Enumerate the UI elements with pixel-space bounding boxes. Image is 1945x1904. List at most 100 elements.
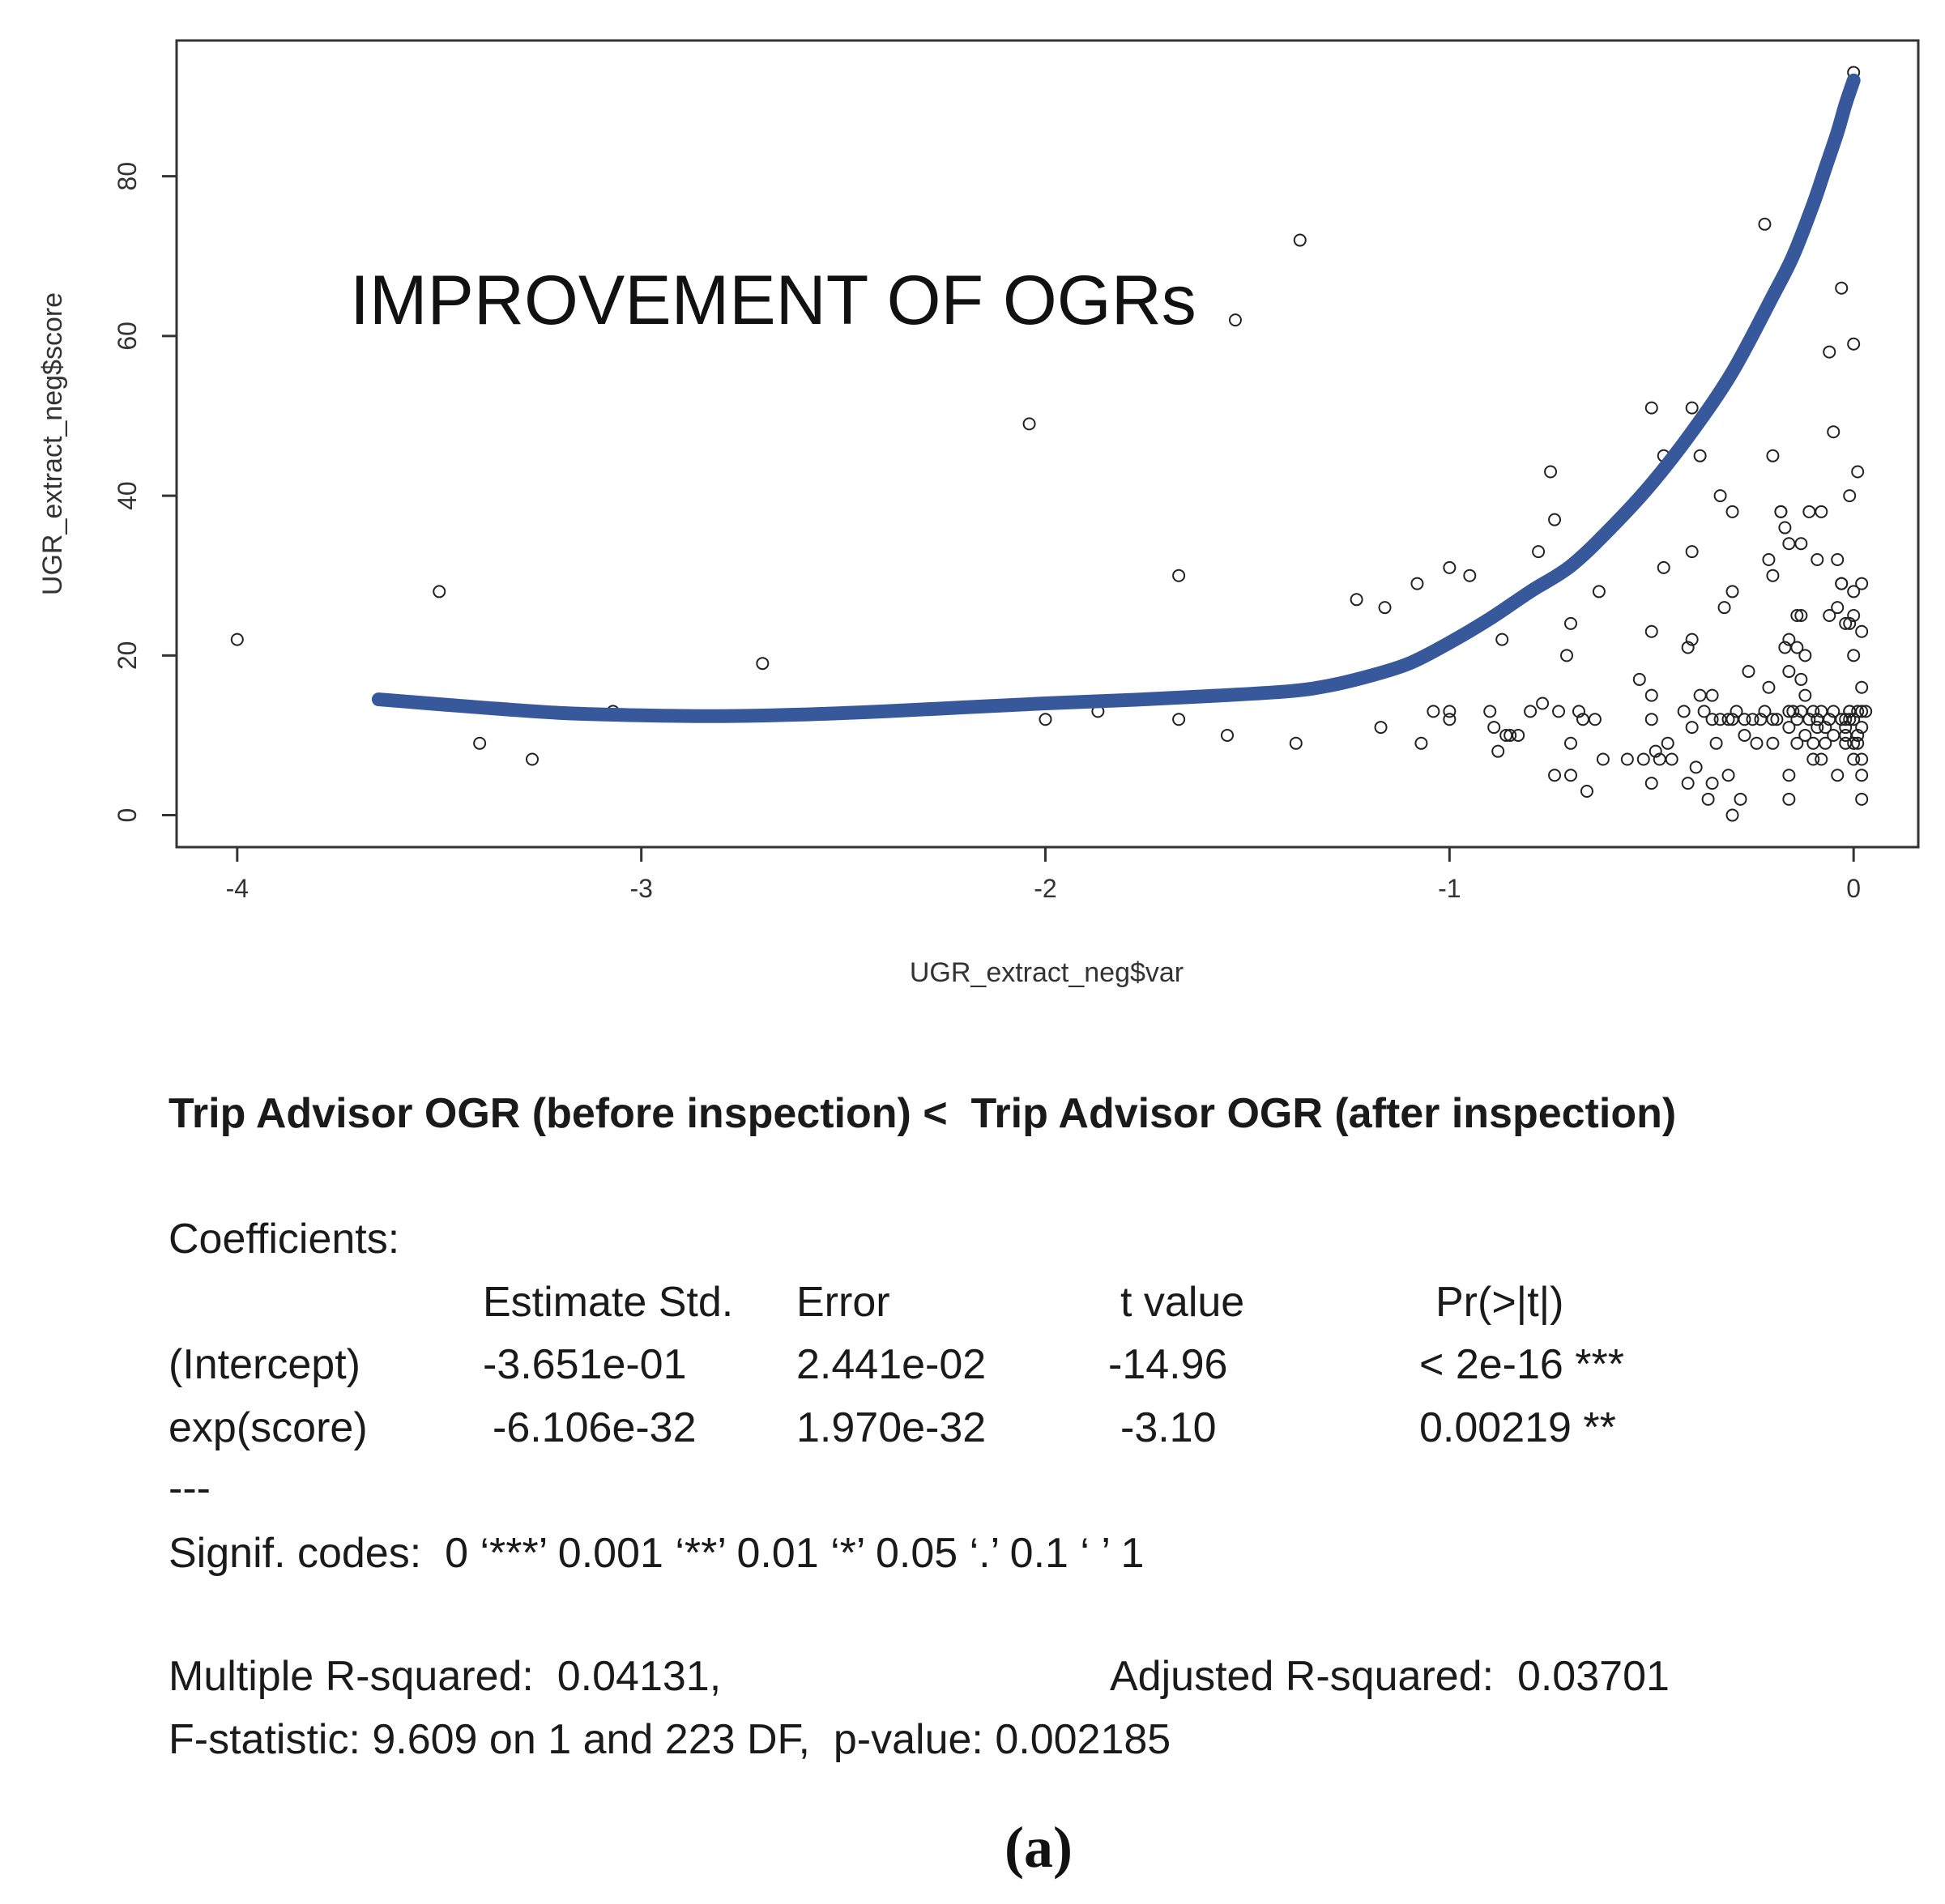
data-point xyxy=(1766,449,1780,462)
data-point xyxy=(1758,705,1772,718)
data-point xyxy=(1843,489,1857,503)
data-point xyxy=(1762,552,1776,566)
data-point xyxy=(1685,401,1699,415)
x-tick-label: 0 xyxy=(1846,874,1861,903)
data-point xyxy=(1774,505,1788,518)
data-point xyxy=(1713,489,1727,503)
x-tick-label: -1 xyxy=(1438,874,1461,903)
data-point xyxy=(1039,713,1052,726)
data-point xyxy=(1851,728,1865,742)
data-point xyxy=(1839,616,1853,630)
data-point xyxy=(1644,777,1658,790)
data-point xyxy=(1512,728,1525,742)
data-point xyxy=(1827,425,1840,439)
row-intercept-error: 2.441e-02 xyxy=(796,1341,987,1388)
data-point xyxy=(756,657,770,671)
row-expscore-error: 1.970e-32 xyxy=(796,1404,987,1451)
data-point xyxy=(1563,616,1577,630)
data-point xyxy=(1644,401,1658,415)
data-point xyxy=(1172,713,1186,726)
data-point xyxy=(1443,560,1457,574)
data-point xyxy=(1649,744,1662,758)
data-point xyxy=(1701,792,1715,806)
data-point xyxy=(1427,705,1440,718)
data-point xyxy=(1811,721,1824,735)
data-point xyxy=(1782,792,1796,806)
data-point xyxy=(1644,713,1658,726)
data-point xyxy=(230,633,244,646)
data-point xyxy=(1572,705,1585,718)
data-point xyxy=(1835,281,1849,295)
data-point xyxy=(1815,752,1828,766)
data-point xyxy=(1806,752,1820,766)
data-point xyxy=(1855,680,1869,694)
data-point xyxy=(1847,713,1861,726)
data-point xyxy=(1782,537,1796,551)
data-point xyxy=(1709,736,1723,750)
data-point xyxy=(1766,713,1780,726)
row-expscore-name: exp(score) xyxy=(168,1404,368,1451)
data-point xyxy=(1766,569,1780,582)
y-tick-label: 80 xyxy=(113,162,142,191)
data-point xyxy=(1843,713,1857,726)
data-point xyxy=(1644,688,1658,702)
data-point xyxy=(1592,585,1606,598)
row-intercept-name: (Intercept) xyxy=(168,1341,360,1388)
data-point xyxy=(1855,721,1869,735)
y-tick-label: 40 xyxy=(113,481,142,510)
data-point xyxy=(1819,721,1832,735)
data-point xyxy=(1782,633,1796,646)
x-tick-label: -4 xyxy=(226,874,249,903)
data-point xyxy=(1725,505,1739,518)
data-point xyxy=(1782,721,1796,735)
data-point xyxy=(473,736,487,750)
x-tick-label: -2 xyxy=(1034,874,1056,903)
data-point xyxy=(1806,736,1820,750)
data-points xyxy=(230,66,1873,822)
data-point xyxy=(1843,616,1857,630)
data-point xyxy=(1022,417,1036,431)
plot-annotation: IMPROVEMENT OF OGRs xyxy=(350,262,1196,339)
data-point xyxy=(1685,545,1699,559)
fit-line xyxy=(371,73,1861,723)
data-point xyxy=(1798,688,1812,702)
data-point xyxy=(1806,705,1820,718)
coefficients-heading: Coefficients: xyxy=(168,1216,400,1263)
data-point xyxy=(1815,505,1828,518)
data-point xyxy=(1831,552,1845,566)
data-point xyxy=(1697,705,1711,718)
data-point xyxy=(1443,713,1457,726)
data-point xyxy=(1685,721,1699,735)
data-point xyxy=(1738,713,1751,726)
data-point xyxy=(1524,705,1538,718)
data-point xyxy=(1563,769,1577,782)
data-point xyxy=(1742,665,1755,679)
data-point xyxy=(1770,713,1784,726)
data-point xyxy=(1548,769,1562,782)
data-point xyxy=(1762,680,1776,694)
data-point xyxy=(1705,713,1719,726)
data-point xyxy=(1563,736,1577,750)
data-point xyxy=(1172,569,1186,582)
col-header-pvalue: Pr(>|t|) xyxy=(1435,1279,1564,1326)
signif-codes: Signif. codes: 0 ‘***’ 0.001 ‘**’ 0.01 ‘… xyxy=(168,1530,1145,1577)
data-point xyxy=(1414,736,1428,750)
data-point xyxy=(1778,521,1792,535)
data-point xyxy=(1410,577,1424,590)
data-point xyxy=(1758,217,1772,231)
axes: -4 -3 -2 -1 0 0 20 40 60 80 xyxy=(113,162,1861,903)
data-point xyxy=(1855,624,1869,638)
data-point xyxy=(1847,736,1861,750)
data-point xyxy=(1681,777,1695,790)
data-point xyxy=(1734,792,1747,806)
data-point xyxy=(1851,705,1865,718)
data-point xyxy=(1636,752,1650,766)
data-point xyxy=(1835,577,1849,590)
data-point xyxy=(1443,705,1457,718)
data-point xyxy=(1620,752,1634,766)
y-tick-label: 0 xyxy=(113,808,142,823)
data-point xyxy=(1746,713,1759,726)
data-point xyxy=(1847,752,1861,766)
data-point xyxy=(1289,736,1303,750)
data-point xyxy=(1487,721,1501,735)
